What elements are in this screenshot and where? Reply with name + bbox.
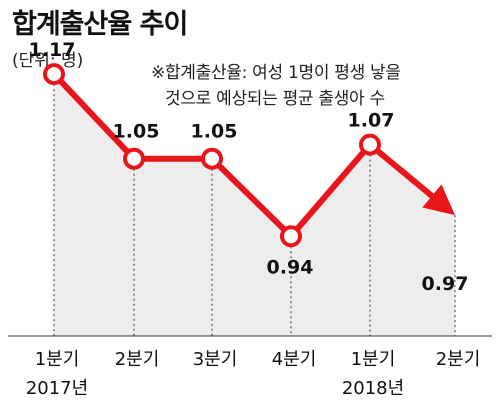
unit-label: (단위: 명): [12, 51, 84, 71]
data-point-2: [123, 147, 145, 170]
note-line-1: ※합계출산율: 여성 1명이 평생 낳을: [151, 63, 401, 83]
note-line-2: 것으로 예상되는 평균 출생아 수: [165, 89, 385, 109]
value-label-4: 0.94: [267, 256, 314, 278]
x-year-label-1: 2017년: [26, 378, 88, 399]
chart-title: 합계출산율 추이: [12, 9, 188, 40]
x-tick-label-2: 2분기: [115, 349, 160, 370]
chart-note: ※합계출산율: 여성 1명이 평생 낳을 것으로 예상되는 평균 출생아 수: [151, 60, 401, 112]
x-tick-label-6: 2분기: [436, 349, 481, 370]
x-tick-label-5: 1분기: [351, 349, 396, 370]
value-label-2: 1.05: [113, 121, 160, 143]
data-point-1: [43, 63, 65, 86]
x-tick-label-3: 3분기: [193, 349, 238, 370]
x-year-label-5: 2018년: [342, 378, 404, 399]
area-fill: [54, 74, 455, 336]
value-label-1: 1.17: [29, 39, 76, 61]
value-label-3: 1.05: [191, 121, 238, 143]
data-point-3: [201, 147, 223, 170]
series-line: [51, 71, 435, 240]
data-point-4: [280, 225, 302, 248]
x-tick-label-1: 1분기: [35, 349, 80, 370]
data-point-5: [359, 133, 381, 156]
series-arrow-head: [422, 184, 455, 216]
x-tick-label-4: 4분기: [272, 349, 317, 370]
value-label-6: 0.97: [422, 273, 469, 295]
value-label-5: 1.07: [348, 110, 395, 132]
